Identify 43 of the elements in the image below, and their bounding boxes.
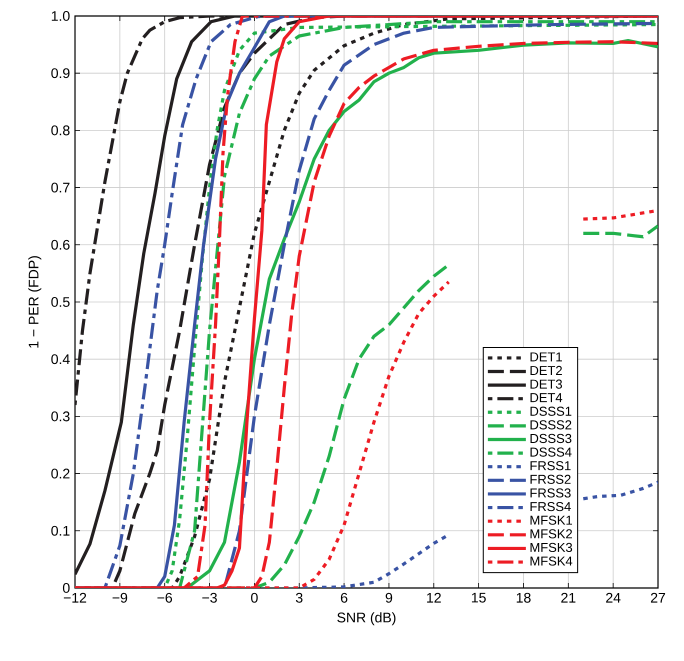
x-tick-label: −3	[202, 592, 217, 603]
y-tick-label: 0	[62, 583, 70, 593]
legend-label: FRSS4	[530, 502, 571, 512]
x-tick-label: 9	[386, 592, 392, 603]
y-tick-label: 0.6	[51, 240, 70, 250]
legend-label: FRSS1	[530, 461, 571, 470]
x-tick-label: 27	[650, 592, 666, 603]
x-tick-label: 6	[340, 592, 348, 603]
legend-label: MFSK2	[530, 529, 572, 538]
legend-label: MFSK4	[530, 556, 572, 566]
legend-label: MFSK1	[530, 516, 572, 525]
legend-label: DET1	[530, 352, 562, 362]
x-tick-label: 12	[427, 592, 441, 603]
legend-label: DSSS4	[530, 448, 572, 457]
legend-label: DSSS3	[530, 434, 572, 444]
y-tick-label: 0.5	[51, 297, 70, 307]
x-tick-label: 24	[606, 592, 621, 603]
x-tick-label: 0	[251, 592, 258, 603]
legend-label: DET3	[530, 380, 562, 389]
y-tick-label: 0.4	[51, 354, 70, 364]
x-tick-label: 15	[472, 592, 486, 603]
x-tick-label: −9	[112, 592, 128, 603]
legend-label: DET4	[530, 393, 562, 402]
y-tick-label: 0.2	[51, 468, 70, 479]
x-tick-label: 21	[561, 592, 576, 603]
legend-label: FRSS3	[530, 488, 571, 498]
y-tick-label: 0.7	[51, 182, 70, 193]
y-tick-label: 0.8	[51, 125, 70, 136]
legend-label: DSSS1	[530, 406, 572, 416]
y-tick-label: 0.1	[51, 526, 70, 536]
x-tick-label: −12	[64, 592, 86, 603]
legend-label: DET2	[530, 366, 562, 375]
x-axis-title: SNR (dB)	[337, 612, 396, 626]
legend-label: DSSS2	[530, 420, 572, 430]
legend-label: FRSS2	[530, 474, 571, 484]
x-tick-label: 3	[296, 592, 302, 603]
y-tick-label: 1.0	[52, 11, 70, 21]
y-tick-label: 0.9	[51, 68, 70, 78]
y-tick-label: 0.3	[51, 411, 70, 422]
x-tick-label: 18	[516, 592, 531, 603]
x-tick-label: −6	[157, 592, 172, 603]
y-axis-title: 1 − PER (FDP)	[28, 256, 42, 348]
legend-label: MFSK3	[530, 542, 572, 552]
